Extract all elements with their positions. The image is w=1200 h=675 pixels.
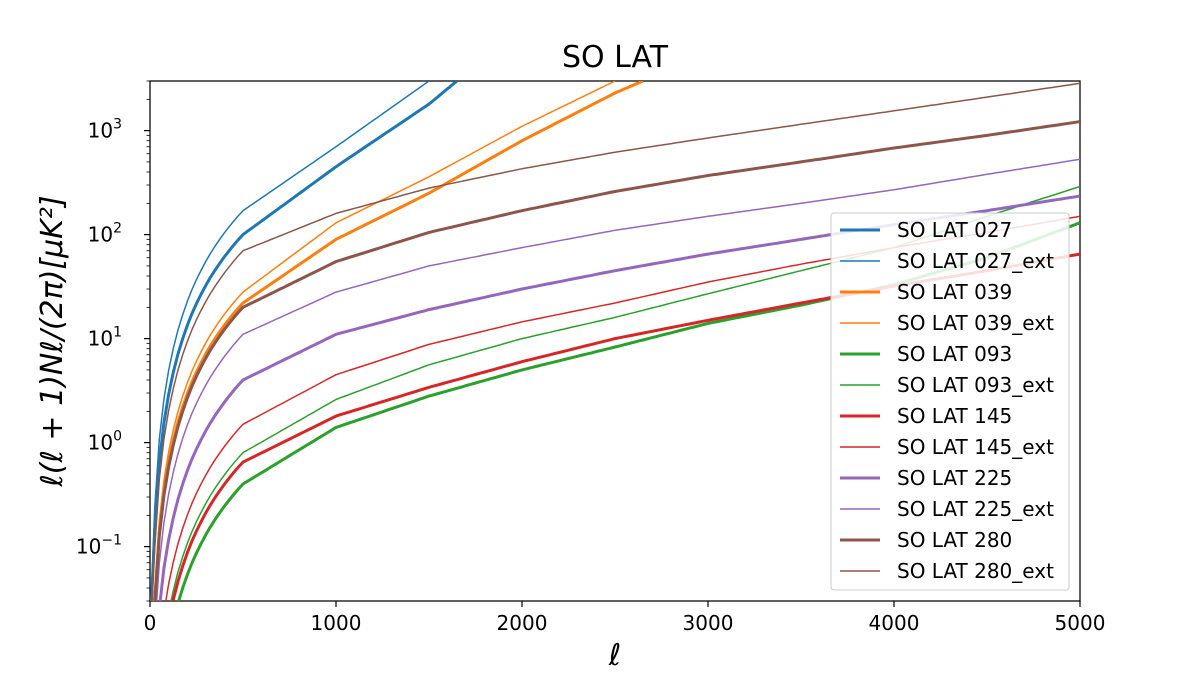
- y-tick-label: 101: [88, 325, 122, 351]
- series-line-3: [153, 81, 644, 601]
- legend-label: SO LAT 093_ext: [897, 373, 1054, 397]
- legend-label: SO LAT 145_ext: [897, 435, 1054, 459]
- y-tick-label: 10−1: [76, 533, 122, 559]
- x-tick-label: 2000: [497, 611, 548, 635]
- y-tick-exponent: 0: [113, 429, 122, 445]
- y-tick-label: 100: [88, 429, 122, 455]
- series-line-12: [151, 82, 1080, 601]
- series-line-10: [156, 158, 1080, 601]
- y-tick-exponent: 1: [113, 325, 122, 341]
- x-tick-label: 1000: [311, 611, 362, 635]
- legend-frame: [830, 212, 1070, 591]
- y-axis-label: ℓ(ℓ + 1)Nℓ/(2π)[μK²]: [35, 195, 70, 487]
- legend-label: SO LAT 225: [897, 466, 1012, 490]
- legend-label: SO LAT 280: [897, 528, 1012, 552]
- x-tick-label: 3000: [683, 611, 734, 635]
- legend-label: SO LAT 280_ext: [897, 559, 1054, 583]
- y-tick-label: 102: [88, 221, 122, 247]
- y-tick-exponent: 2: [113, 221, 122, 237]
- x-tick-label: 0: [144, 611, 157, 635]
- series-line-4: [152, 81, 616, 601]
- x-tick-label: 5000: [1055, 611, 1106, 635]
- y-tick-label: 103: [88, 117, 122, 143]
- series-line-11: [153, 120, 1080, 601]
- legend-label: SO LAT 093: [897, 342, 1012, 366]
- legend-label: SO LAT 039_ext: [897, 311, 1054, 335]
- x-axis: 0 1000 2000 3000 4000 5000: [144, 601, 1106, 635]
- legend-label: SO LAT 039: [897, 280, 1012, 304]
- series-line-2: [150, 81, 430, 601]
- legend-label: SO LAT 027: [897, 218, 1012, 242]
- x-axis-label: ℓ: [608, 638, 621, 673]
- y-tick-exponent: −1: [101, 533, 122, 549]
- chart-title: SO LAT: [562, 40, 669, 75]
- legend: SO LAT 027 SO LAT 027_ext SO LAT 039 SO LAT…: [830, 212, 1070, 591]
- legend-label: SO LAT 145: [897, 404, 1012, 428]
- y-tick-exponent: 3: [113, 117, 122, 133]
- legend-label: SO LAT 027_ext: [897, 249, 1054, 273]
- x-tick-label: 4000: [869, 611, 920, 635]
- legend-label: SO LAT 225_ext: [897, 497, 1054, 521]
- series-line-1: [150, 81, 458, 601]
